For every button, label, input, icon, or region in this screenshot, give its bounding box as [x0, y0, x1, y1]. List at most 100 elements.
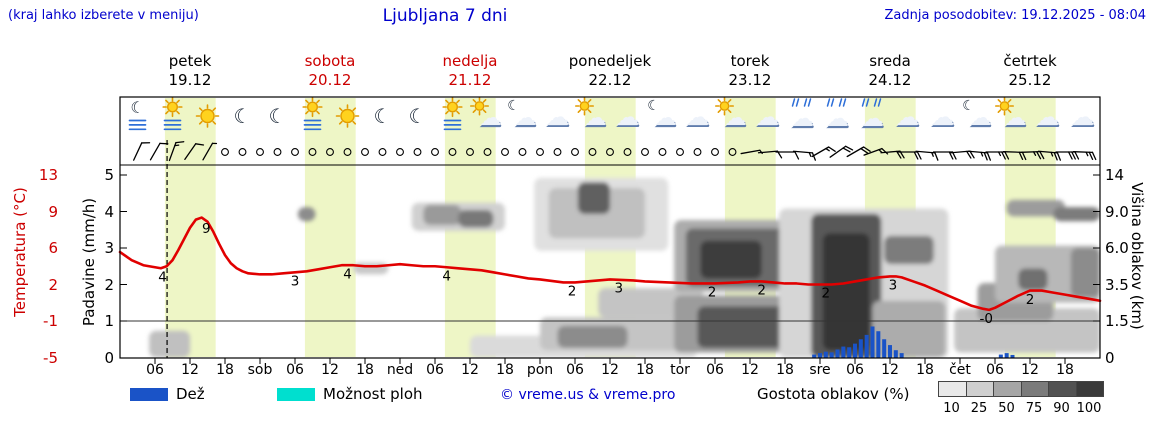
wind-barb-icon [985, 151, 1010, 160]
cloud-icon: ☁☁ [930, 103, 956, 134]
time-axis-label: 18 [356, 362, 374, 378]
wind-barb-icon [967, 150, 991, 161]
wind-barb-icon [133, 142, 151, 161]
wind-barb-icon [168, 141, 185, 162]
temperature-value-label: 2 [1026, 292, 1035, 308]
day-date: 24.12 [868, 71, 912, 89]
calm-wind-icon [501, 148, 509, 156]
temperature-value-label: 4 [158, 269, 167, 285]
calm-wind-icon [343, 148, 352, 156]
temperature-value-label: 3 [614, 281, 623, 297]
svg-text:☁: ☁ [969, 105, 993, 133]
calm-wind-icon [361, 148, 369, 156]
calm-wind-icon [396, 148, 404, 156]
calm-wind-icon [518, 148, 527, 156]
calm-wind-icon [256, 148, 264, 156]
precip-tick-label: 5 [104, 166, 114, 184]
temp-tick-label: -1 [43, 312, 58, 330]
svg-text:☁: ☁ [725, 106, 747, 131]
svg-text:☁: ☁ [1070, 104, 1096, 134]
svg-text:☁: ☁ [515, 106, 537, 131]
credit-link[interactable]: © vreme.us & vreme.pro [500, 387, 676, 403]
calm-wind-icon [221, 148, 229, 156]
day-date: 25.12 [1008, 71, 1052, 89]
daylight-band [304, 98, 356, 357]
precip-tick-label: 4 [104, 202, 114, 221]
temperature-curve [118, 216, 1102, 312]
time-axis-label: 12 [181, 362, 199, 378]
day-date: 22.12 [588, 71, 632, 89]
cloud-density-legend-label: Gostota oblakov (%) [757, 385, 910, 403]
svg-text:☁: ☁ [616, 103, 640, 131]
time-axis-label: 12 [601, 362, 619, 378]
time-axis-label: 18 [1056, 362, 1074, 378]
cloud-icon: ☁☁ [685, 103, 711, 134]
svg-text:☁: ☁ [584, 105, 608, 133]
rain-bar [899, 353, 904, 358]
time-axis-label: 06 [566, 362, 584, 378]
time-axis-label: pon [526, 362, 554, 378]
cloud-blob [1070, 248, 1100, 298]
day-name: ponedeljek [568, 52, 652, 70]
sun-fog-icon [162, 96, 183, 131]
temp-tick-label: 13 [38, 166, 58, 184]
svg-text:☁: ☁ [685, 104, 711, 134]
wind-barb-icon [1037, 150, 1061, 161]
calm-wind-icon [273, 148, 282, 156]
wind-barb-icon [1002, 151, 1027, 161]
cloud-drizzle-icon: ☁☁ [860, 98, 885, 134]
calm-wind-icon [588, 148, 597, 156]
svg-text:☁: ☁ [479, 105, 503, 133]
rain-bar [876, 331, 881, 358]
cloud-icon: ☁☁ [755, 103, 781, 134]
rain-bar [1010, 354, 1015, 358]
cloud-scale-value: 100 [1076, 401, 1102, 416]
cloud-blob [557, 325, 628, 348]
calm-wind-icon [658, 148, 667, 156]
wind-row [133, 141, 1097, 162]
calm-wind-icon [536, 148, 544, 156]
moon-cloud-icon: ☾☁☁ [647, 98, 677, 133]
wind-barb-icon [897, 151, 922, 160]
time-axis-label: 06 [846, 362, 864, 378]
sun-fog-icon [442, 96, 463, 131]
day-date: 23.12 [728, 71, 772, 89]
time-axis-label: 12 [881, 362, 899, 378]
showers-legend-swatch [277, 388, 315, 401]
rain-bar [835, 349, 840, 358]
cloud-blob [1053, 207, 1100, 222]
time-axis-label: 12 [1021, 362, 1039, 378]
svg-text:☾: ☾ [507, 98, 520, 114]
last-update: Zadnja posodobitev: 19.12.2025 - 08:04 [884, 8, 1146, 23]
cloud-blob [872, 300, 946, 358]
svg-text:☾: ☾ [234, 104, 252, 128]
rain-bar [893, 350, 898, 358]
cloud-blob [458, 210, 494, 228]
temperature-value-label: 4 [343, 266, 352, 282]
rain-bar [818, 353, 822, 358]
calm-wind-icon [676, 148, 684, 156]
wind-barb-icon [149, 142, 169, 161]
svg-text:☁: ☁ [790, 105, 815, 134]
rain-bar [841, 346, 846, 358]
cloud-blob [297, 207, 316, 222]
wind-barb-icon [950, 150, 975, 159]
precip-tick-label: 1 [104, 312, 114, 330]
cloud-scale-box [1048, 381, 1077, 397]
day-name: sobota [304, 52, 356, 70]
wind-barb-icon [202, 142, 218, 161]
svg-text:☁: ☁ [755, 104, 781, 134]
temperature-value-label: 3 [889, 278, 898, 294]
temp-tick-label: 6 [48, 239, 58, 257]
temperature-value-label: 2 [708, 285, 717, 301]
svg-text:☁: ☁ [686, 103, 710, 131]
svg-text:☾: ☾ [374, 104, 392, 128]
precip-tick-label: 3 [104, 239, 114, 257]
svg-text:☁: ☁ [860, 105, 885, 134]
calm-wind-icon [641, 148, 649, 156]
svg-text:☁: ☁ [1005, 106, 1027, 131]
svg-text:☁: ☁ [896, 103, 920, 131]
time-axis-label: 18 [636, 362, 654, 378]
sun-cloud-icon: ☁☁ [714, 96, 748, 133]
